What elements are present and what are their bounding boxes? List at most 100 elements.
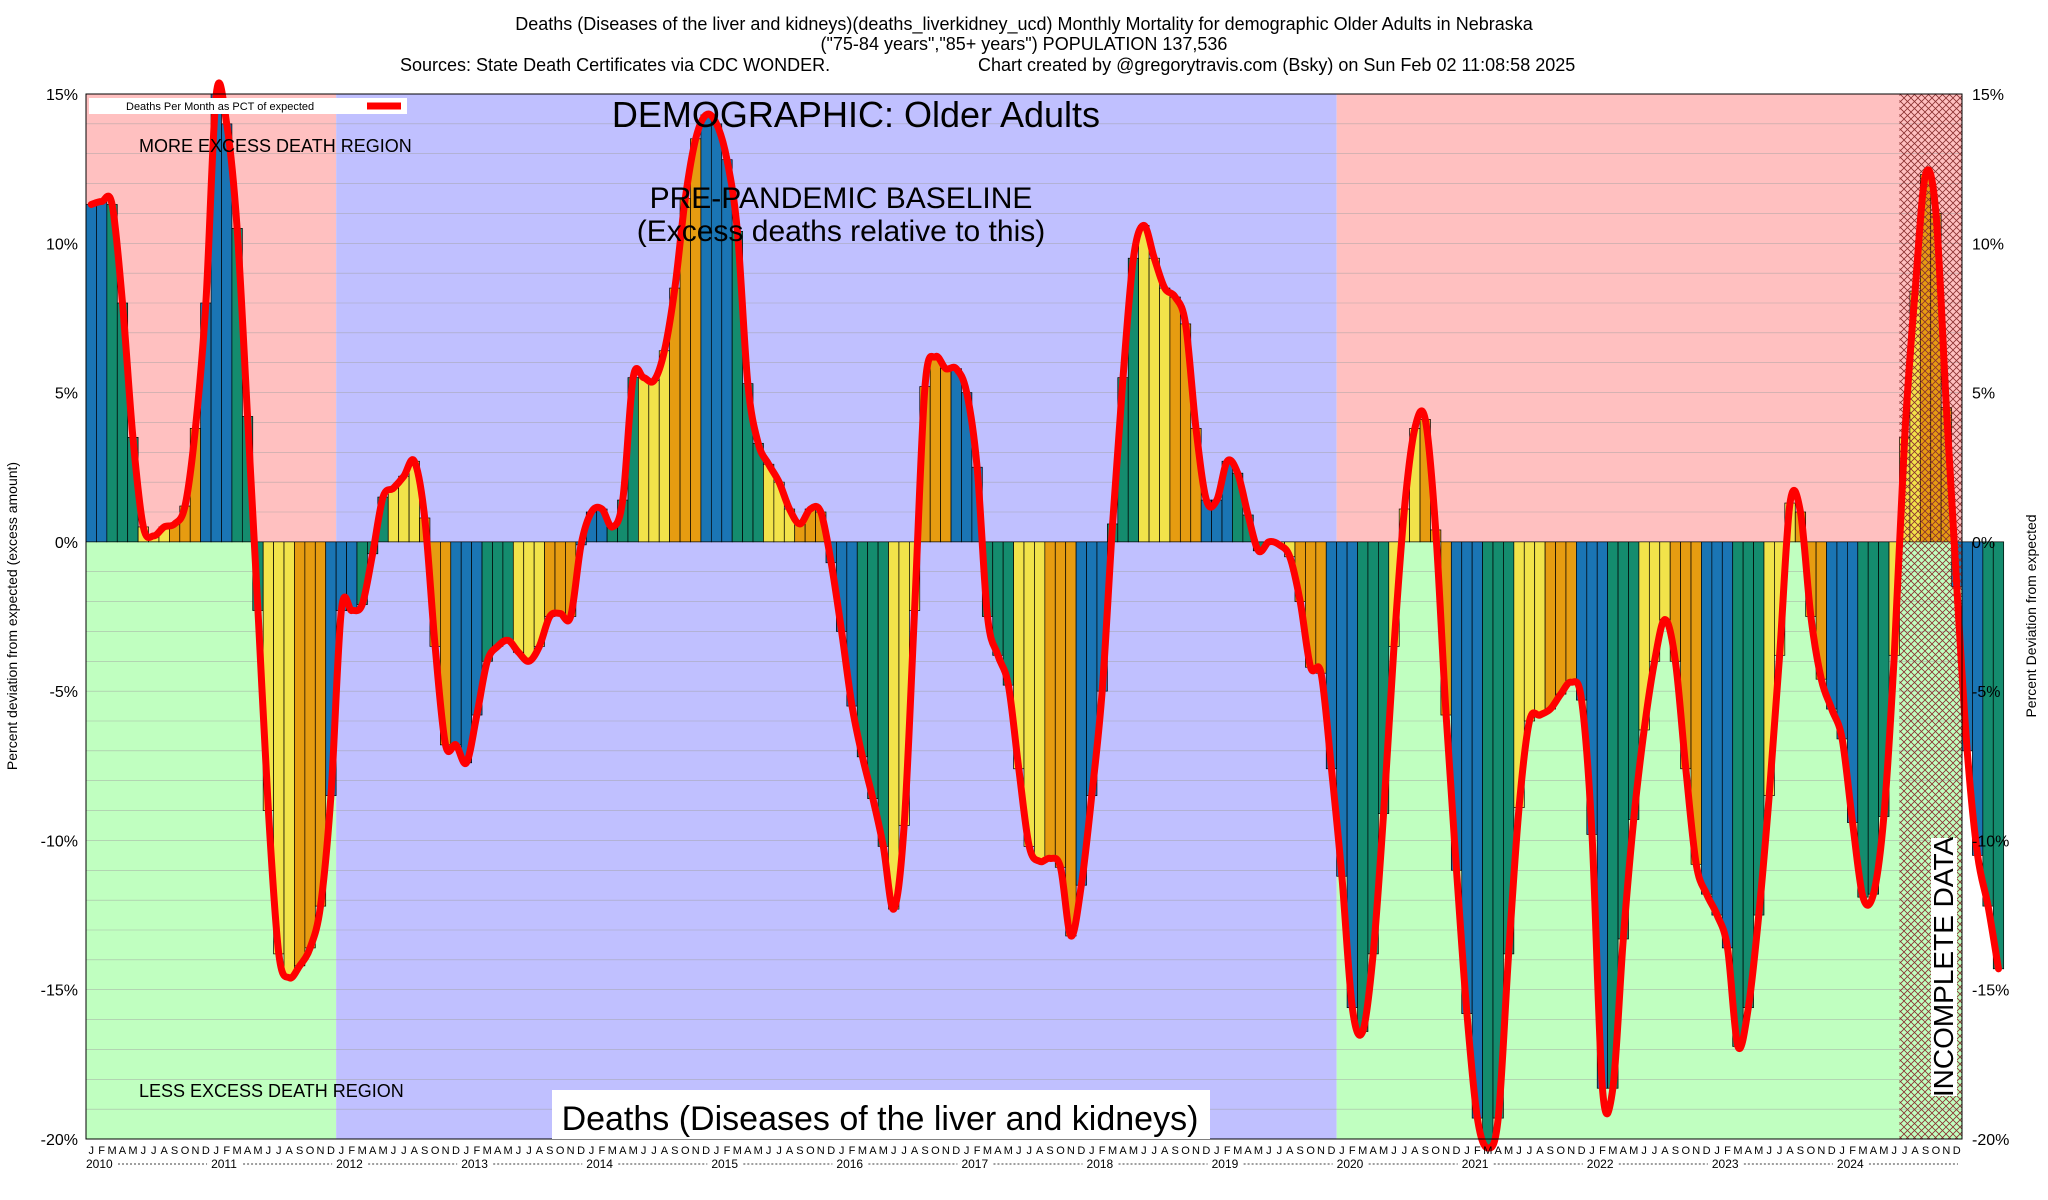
less-excess-region-label: LESS EXCESS DEATH REGION — [139, 1081, 404, 1101]
bar — [1148, 257, 1160, 543]
x-month-label: A — [411, 1145, 419, 1157]
x-month-label: J — [401, 1145, 407, 1157]
x-month-label: M — [608, 1145, 617, 1157]
x-month-label: F — [348, 1145, 355, 1157]
x-month-label: M — [1233, 1145, 1242, 1157]
bar — [658, 350, 670, 543]
x-month-label: A — [619, 1145, 627, 1157]
x-month-label: M — [1004, 1145, 1013, 1157]
x-month-label: M — [1254, 1145, 1263, 1157]
x-month-label: J — [589, 1145, 595, 1157]
x-month-label: S — [1046, 1145, 1053, 1157]
x-month-label: S — [296, 1145, 303, 1157]
x-month-label: N — [317, 1145, 325, 1157]
x-month-label: D — [577, 1145, 585, 1157]
right-axis-ticks: -20% -15% -10% -5% 0% 5% 10% 15% — [1972, 87, 2009, 1149]
x-month-label: J — [266, 1145, 272, 1157]
chart-title-line2: ("75-84 years","85+ years") POPULATION 1… — [821, 34, 1228, 54]
bar — [1992, 541, 2005, 970]
x-month-label: J — [1641, 1145, 1647, 1157]
x-month-label: S — [1547, 1145, 1554, 1157]
x-month-label: A — [1411, 1145, 1419, 1157]
x-month-label: J — [1777, 1145, 1783, 1157]
x-month-label: O — [1056, 1145, 1065, 1157]
x-month-label: A — [1495, 1145, 1503, 1157]
bar — [1138, 225, 1150, 543]
x-month-label: O — [1431, 1145, 1440, 1157]
x-month-label: J — [964, 1145, 970, 1157]
x-month-label: D — [1578, 1145, 1586, 1157]
bar — [1701, 541, 1713, 895]
x-month-label: M — [1629, 1145, 1638, 1157]
x-month-label: J — [776, 1145, 782, 1157]
x-month-label: D — [1453, 1145, 1461, 1157]
bar — [304, 541, 316, 949]
x-month-label: J — [1892, 1145, 1898, 1157]
x-month-label: D — [702, 1145, 710, 1157]
x-month-label: S — [671, 1145, 678, 1157]
x-month-label: J — [1266, 1145, 1272, 1157]
x-month-label: A — [494, 1145, 502, 1157]
x-month-label: A — [244, 1145, 252, 1157]
x-year-label: 2015 — [711, 1157, 738, 1171]
y-tick-label-left: 10% — [46, 236, 78, 253]
y-tick-label-right: 5% — [1972, 386, 1995, 403]
x-month-label: A — [1620, 1145, 1628, 1157]
bar — [460, 541, 472, 764]
bar — [1471, 541, 1483, 1119]
bar — [648, 380, 660, 543]
x-month-label: A — [911, 1145, 919, 1157]
bar — [1826, 541, 1838, 710]
x-month-label: J — [1402, 1145, 1408, 1157]
x-month-label: F — [1849, 1145, 1856, 1157]
x-month-label: J — [1652, 1145, 1658, 1157]
y-tick-label-right: 15% — [1972, 87, 2004, 104]
x-month-label: J — [516, 1145, 522, 1157]
x-month-label: M — [128, 1145, 137, 1157]
x-month-label: N — [1442, 1145, 1450, 1157]
x-month-label: S — [171, 1145, 178, 1157]
x-month-label: M — [504, 1145, 513, 1157]
y-axis-label-right: Percent Deviation from expected — [2023, 514, 2039, 717]
x-month-label: J — [1141, 1145, 1147, 1157]
x-month-label: S — [796, 1145, 803, 1157]
chart-credit: Chart created by @gregorytravis.com (Bsk… — [978, 55, 1575, 75]
bar — [450, 541, 462, 746]
bar — [1576, 541, 1588, 701]
x-month-label: A — [744, 1145, 752, 1157]
y-tick-label-right: -10% — [1972, 833, 2009, 850]
x-month-label: O — [931, 1145, 940, 1157]
x-month-label: J — [1527, 1145, 1533, 1157]
x-month-label: D — [1327, 1145, 1335, 1157]
x-year-label: 2023 — [1712, 1157, 1739, 1171]
x-month-label: M — [1858, 1145, 1867, 1157]
bar — [481, 541, 493, 662]
x-month-label: S — [921, 1145, 928, 1157]
x-month-label: J — [1589, 1145, 1595, 1157]
x-month-label: J — [141, 1145, 147, 1157]
x-year-label: 2022 — [1587, 1157, 1614, 1171]
more-excess-region-label: MORE EXCESS DEATH REGION — [139, 136, 412, 156]
x-month-label: N — [442, 1145, 450, 1157]
x-year-label: 2011 — [211, 1157, 237, 1171]
bar — [867, 541, 879, 799]
x-month-label: A — [1161, 1145, 1169, 1157]
bar — [950, 368, 962, 543]
x-month-label: O — [181, 1145, 190, 1157]
baseline-annotation-line1: PRE-PANDEMIC BASELINE — [650, 182, 1033, 215]
bar — [1982, 541, 1994, 907]
x-month-label: J — [891, 1145, 897, 1157]
x-year-label: 2016 — [836, 1157, 863, 1171]
incomplete-data-label: INCOMPLETE DATA — [1928, 837, 1959, 1098]
x-month-label: O — [681, 1145, 690, 1157]
bar — [1721, 541, 1734, 949]
bar — [1357, 541, 1369, 1032]
x-month-label: A — [1119, 1145, 1127, 1157]
y-tick-label-left: -15% — [41, 983, 78, 1000]
bar — [1034, 541, 1046, 862]
x-year-label: 2019 — [1212, 1157, 1239, 1171]
y-tick-label-right: -5% — [1972, 684, 2000, 701]
bar — [387, 487, 400, 543]
bar — [700, 114, 712, 543]
bar — [1534, 541, 1546, 716]
